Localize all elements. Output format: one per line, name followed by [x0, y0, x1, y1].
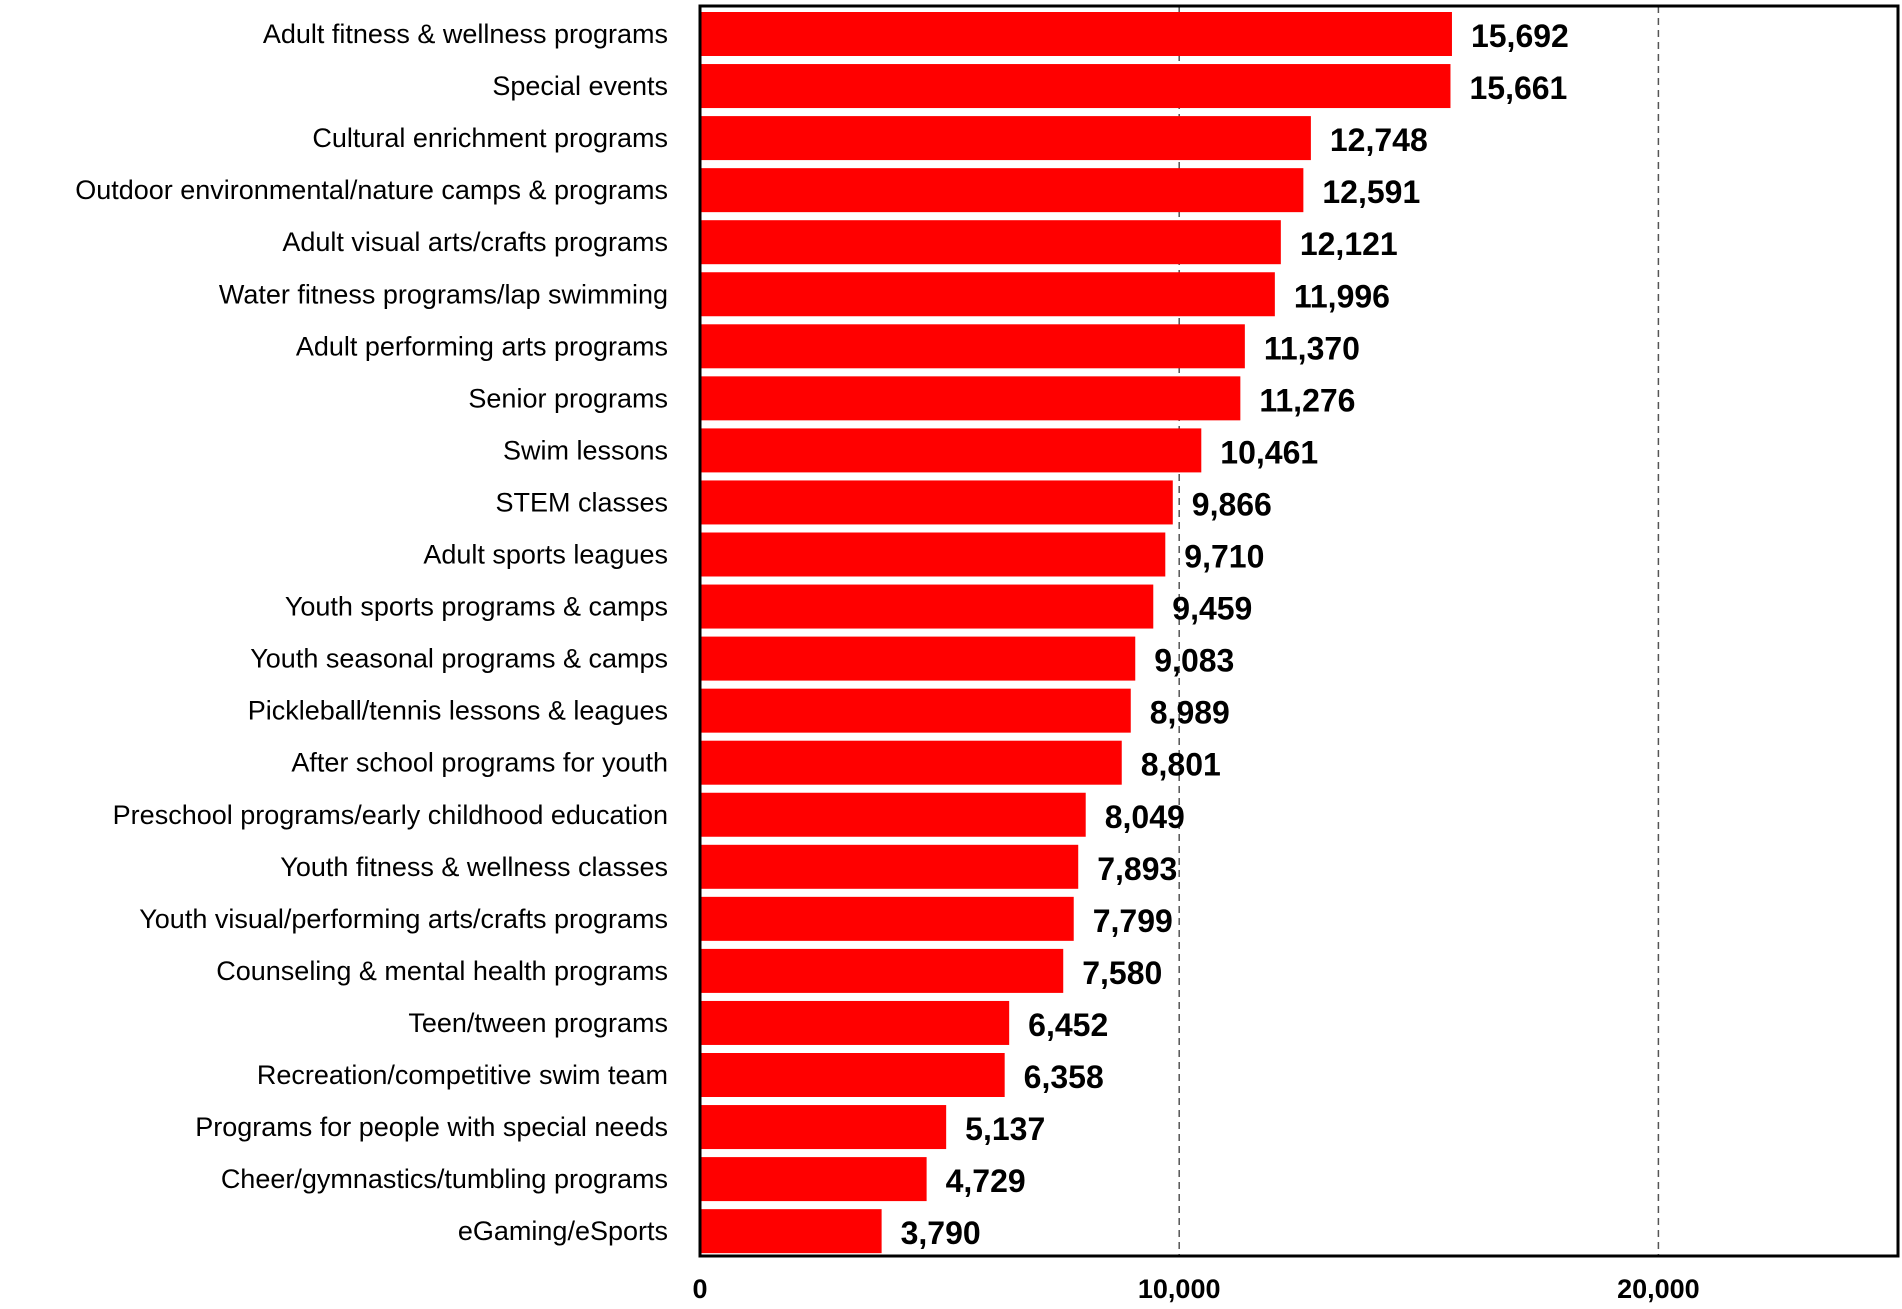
category-label: Outdoor environmental/nature camps & pro…: [75, 175, 668, 205]
category-label: eGaming/eSports: [458, 1216, 668, 1246]
bar: [700, 12, 1452, 56]
value-label: 11,370: [1264, 330, 1360, 366]
value-label: 15,661: [1469, 70, 1567, 106]
category-label: Recreation/competitive swim team: [257, 1060, 668, 1090]
bar: [700, 1105, 947, 1150]
bar: [700, 116, 1311, 161]
category-label: Swim lessons: [503, 435, 668, 465]
value-label: 8,989: [1150, 695, 1230, 731]
bar: [700, 1157, 927, 1202]
category-label: Cultural enrichment programs: [312, 123, 668, 153]
bar: [700, 480, 1173, 525]
category-label: Adult performing arts programs: [296, 331, 668, 361]
value-label: 5,137: [965, 1111, 1045, 1147]
category-label: Teen/tween programs: [408, 1008, 668, 1038]
category-label: Special events: [492, 71, 668, 101]
bar: [700, 844, 1079, 889]
bar: [700, 948, 1064, 993]
category-label: Adult sports leagues: [423, 540, 668, 570]
gridlines: [1178, 6, 1660, 1256]
category-label: Cheer/gymnastics/tumbling programs: [221, 1164, 668, 1194]
x-axis-tick-labels: 0 10,000 20,000: [692, 1274, 1699, 1304]
value-label: 9,459: [1172, 591, 1252, 627]
bar: [700, 584, 1154, 629]
bar: [700, 636, 1136, 681]
bar: [700, 64, 1451, 109]
bar: [700, 1000, 1010, 1045]
value-label: 11,996: [1294, 278, 1390, 314]
value-label: 8,801: [1141, 747, 1221, 783]
category-label: Youth visual/performing arts/crafts prog…: [139, 904, 668, 934]
category-label: Pickleball/tennis lessons & leagues: [248, 696, 668, 726]
bars: [700, 12, 1452, 1254]
category-label: Water fitness programs/lap swimming: [219, 279, 668, 309]
category-label: Adult visual arts/crafts programs: [282, 227, 668, 257]
value-label: 4,729: [946, 1163, 1026, 1199]
bar: [700, 272, 1275, 317]
category-label: Senior programs: [468, 383, 668, 413]
category-label: Adult fitness & wellness programs: [263, 19, 668, 49]
bar: [700, 896, 1074, 941]
value-label: 6,358: [1024, 1059, 1104, 1095]
value-label: 8,049: [1105, 799, 1185, 835]
category-label: Programs for people with special needs: [195, 1112, 668, 1142]
x-tick-label: 0: [692, 1274, 707, 1304]
bar: [700, 376, 1241, 421]
value-label: 12,121: [1300, 226, 1398, 262]
category-label: STEM classes: [495, 487, 668, 517]
value-label: 9,710: [1184, 539, 1264, 575]
category-label: Preschool programs/early childhood educa…: [113, 800, 668, 830]
value-label: 7,580: [1082, 955, 1162, 991]
bar: [700, 324, 1245, 369]
category-label: Counseling & mental health programs: [216, 956, 668, 986]
category-label: Youth fitness & wellness classes: [280, 852, 668, 882]
value-labels: 15,692 15,661 12,748 12,591 12,121 11,996 11,3…: [901, 18, 1569, 1251]
bar: [700, 688, 1131, 733]
value-label: 15,692: [1471, 18, 1569, 54]
bar: [700, 740, 1122, 785]
value-label: 6,452: [1028, 1007, 1108, 1043]
value-label: 11,276: [1259, 382, 1355, 418]
bar: [700, 792, 1086, 837]
bar: [700, 168, 1304, 213]
x-tick-label: 20,000: [1617, 1274, 1700, 1304]
value-label: 12,748: [1330, 122, 1428, 158]
plot-frame: [698, 4, 1900, 1258]
x-tick-label: 10,000: [1138, 1274, 1221, 1304]
value-label: 10,461: [1220, 434, 1318, 470]
value-label: 7,893: [1097, 851, 1177, 887]
bar: [700, 1209, 882, 1254]
category-label: Youth sports programs & camps: [285, 592, 668, 622]
bar: [700, 428, 1202, 473]
category-label: After school programs for youth: [291, 748, 668, 778]
value-label: 9,866: [1192, 486, 1272, 522]
bar: [700, 1053, 1005, 1097]
value-label: 9,083: [1154, 643, 1234, 679]
value-label: 7,799: [1093, 903, 1173, 939]
value-label: 12,591: [1322, 174, 1420, 210]
category-labels: Adult fitness & wellness programs Special…: [75, 19, 668, 1246]
bar: [700, 220, 1281, 265]
value-label: 3,790: [901, 1215, 981, 1251]
category-label: Youth seasonal programs & camps: [250, 644, 668, 674]
bar: [700, 532, 1166, 577]
